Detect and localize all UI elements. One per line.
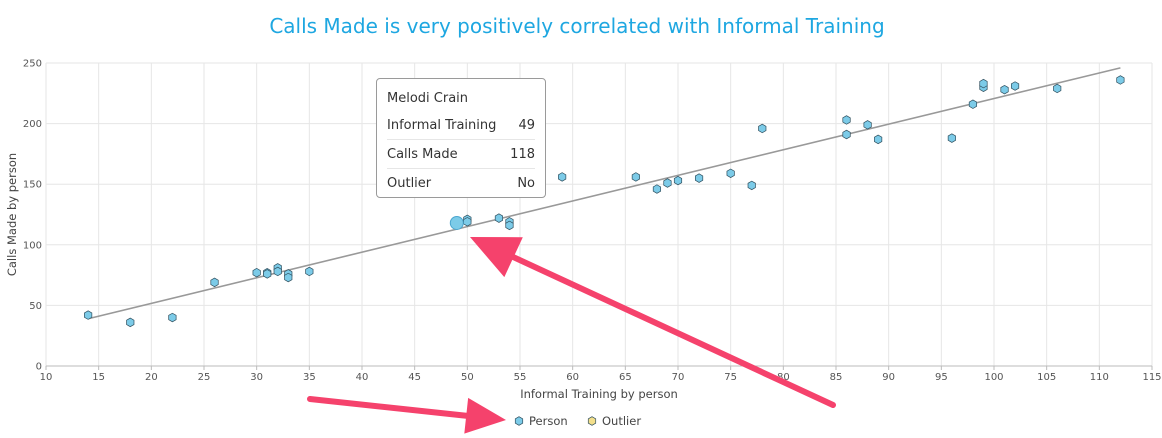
legend-label: Outlier [602, 414, 641, 428]
data-point[interactable] [673, 175, 683, 186]
data-point[interactable] [273, 266, 282, 277]
x-axis-label: Informal Training by person [520, 387, 678, 401]
annotation-arrows [307, 237, 836, 434]
tooltip-value: 118 [510, 146, 535, 162]
tooltip: Melodi Crain Informal Training 49 Calls … [376, 78, 546, 198]
y-axis-label: Calls Made by person [5, 153, 19, 276]
y-tick-label: 0 [36, 362, 42, 373]
trend-line [87, 67, 1121, 320]
y-tick-label: 100 [23, 240, 42, 251]
data-point[interactable] [210, 277, 219, 288]
tooltip-row-informal-training: Informal Training 49 [387, 111, 535, 139]
tooltip-label: Calls Made [387, 146, 458, 162]
x-tick-label: 110 [1090, 372, 1109, 383]
annotation-arrow-shaft [307, 396, 470, 419]
data-point[interactable] [168, 312, 177, 323]
data-point[interactable] [947, 133, 956, 143]
tooltip-person-name: Melodi Crain [387, 90, 469, 106]
x-tick-label: 70 [672, 372, 685, 383]
data-point[interactable] [494, 213, 504, 223]
x-tick-label: 10 [40, 372, 53, 383]
x-tick-label: 15 [92, 372, 105, 383]
x-tick-label: 105 [1037, 372, 1056, 383]
data-point[interactable] [1116, 75, 1125, 85]
y-tick-label: 50 [29, 301, 42, 312]
data-point[interactable] [842, 115, 851, 125]
data-point[interactable] [726, 168, 735, 178]
annotation-arrow-head [470, 237, 523, 278]
data-point[interactable] [842, 129, 851, 140]
x-tick-label: 100 [984, 372, 1003, 383]
x-tick-label: 45 [408, 372, 421, 383]
data-point[interactable] [463, 217, 472, 227]
data-point[interactable] [1053, 83, 1062, 94]
data-point[interactable] [252, 267, 261, 278]
annotation-arrow-head [464, 397, 506, 434]
x-tick-label: 20 [145, 372, 158, 383]
x-tick-label: 25 [198, 372, 211, 383]
chart-title: Calls Made is very positively correlated… [269, 14, 885, 38]
x-tick-label: 35 [303, 372, 316, 383]
grid-lines [45, 62, 1153, 367]
data-point[interactable] [505, 220, 514, 231]
x-tick-label: 30 [250, 372, 263, 383]
tooltip-label: Outlier [387, 175, 432, 191]
x-tick-label: 95 [935, 372, 948, 383]
legend-marker [587, 416, 597, 426]
legend: Person Outlier [514, 414, 641, 428]
data-point[interactable] [1010, 81, 1020, 91]
tooltip-row-outlier: Outlier No [387, 168, 535, 197]
data-point[interactable] [863, 120, 872, 130]
data-point[interactable] [968, 99, 978, 109]
data-point[interactable] [84, 310, 93, 320]
x-tick-label: 85 [830, 372, 843, 383]
data-point[interactable] [1000, 84, 1009, 95]
tooltip-row-calls-made: Calls Made 118 [387, 139, 535, 168]
data-points [84, 75, 1125, 328]
data-point[interactable] [284, 272, 293, 283]
data-point[interactable] [263, 269, 272, 279]
x-tick-label: 90 [882, 372, 895, 383]
tooltip-value: 49 [518, 117, 535, 133]
data-point[interactable] [747, 180, 756, 191]
y-tick-label: 250 [23, 59, 42, 70]
x-tick-label: 75 [724, 372, 737, 383]
tooltip-value: No [517, 175, 535, 191]
x-tick-label: 55 [514, 372, 527, 383]
x-tick-label: 65 [619, 372, 632, 383]
x-tick-label: 80 [777, 372, 790, 383]
y-tick-label: 200 [23, 119, 42, 130]
x-tick-label: 50 [461, 372, 474, 383]
y-tick-label: 150 [23, 180, 42, 191]
tooltip-label: Informal Training [387, 117, 497, 133]
data-point[interactable] [558, 172, 567, 182]
data-point[interactable] [652, 184, 662, 194]
highlighted-point[interactable] [449, 215, 464, 230]
data-point[interactable] [694, 173, 704, 183]
legend-marker [514, 416, 524, 426]
data-point[interactable] [874, 134, 883, 145]
annotation-arrow-shaft [510, 254, 836, 408]
x-tick-label: 115 [1142, 372, 1161, 383]
legend-label: Person [529, 414, 568, 428]
data-point[interactable] [631, 172, 640, 182]
data-point[interactable] [663, 178, 672, 188]
data-point[interactable] [126, 317, 135, 328]
data-point[interactable] [758, 123, 767, 134]
x-tick-label: 60 [566, 372, 579, 383]
x-tick-label: 40 [356, 372, 369, 383]
data-point[interactable] [305, 266, 314, 277]
data-point[interactable] [979, 78, 988, 89]
axes: 10 15 20 25 30 35 40 45 50 55 60 65 70 75 80 85 90 95 100 1… [23, 59, 1162, 384]
